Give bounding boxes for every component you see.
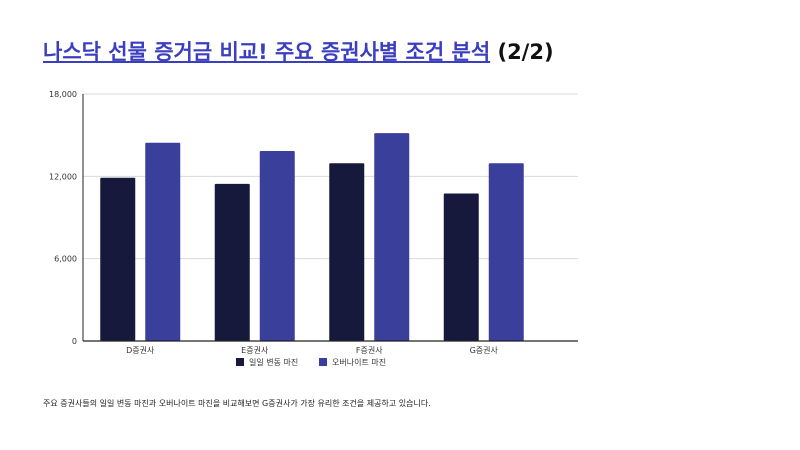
legend-label: 일일 변동 마진 <box>249 357 298 367</box>
bar <box>259 150 295 341</box>
bar <box>100 177 136 341</box>
bar <box>488 163 524 341</box>
title-suffix: (2/2) <box>490 40 554 64</box>
y-tick-label: 18,000 <box>49 90 77 99</box>
legend-swatch <box>319 358 327 366</box>
footnote: 주요 증권사들의 일일 변동 마진과 오버나이트 마진을 비교해보면 G증권사가… <box>43 399 431 408</box>
title-link[interactable]: 나스닥 선물 증거금 비교! 주요 증권사별 조건 분석 <box>43 40 491 64</box>
legend-label: 오버나이트 마진 <box>332 357 386 367</box>
bar <box>214 183 250 341</box>
x-tick-label: D증권사 <box>126 345 155 355</box>
bar <box>443 193 479 341</box>
y-tick-label: 12,000 <box>49 172 77 181</box>
x-tick-label: E증권사 <box>241 345 269 355</box>
y-tick-label: 0 <box>72 337 77 346</box>
legend-swatch <box>236 358 244 366</box>
x-tick-label: F증권사 <box>356 345 383 355</box>
x-tick-label: G증권사 <box>470 345 499 355</box>
bar <box>145 142 181 341</box>
y-tick-label: 6,000 <box>54 255 77 264</box>
bar <box>329 163 365 341</box>
bar <box>374 133 410 341</box>
page-title: 나스닥 선물 증거금 비교! 주요 증권사별 조건 분석 (2/2) <box>43 36 554 66</box>
